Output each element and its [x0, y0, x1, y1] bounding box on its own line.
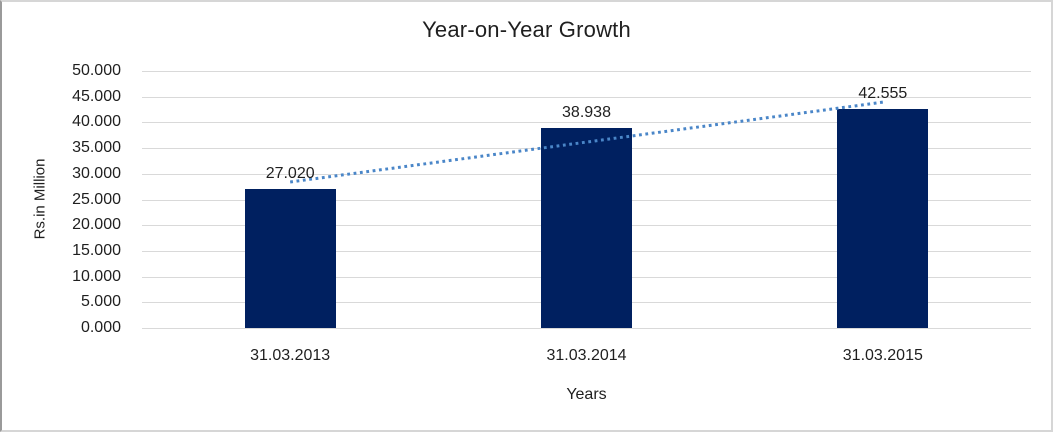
- y-tick-label: 40.000: [72, 113, 121, 131]
- x-tick-label: 31.03.2013: [250, 347, 331, 364]
- y-tick-label: 5.000: [80, 293, 121, 311]
- bar-value-label: 42.555: [858, 85, 908, 103]
- x-tick-label: 31.03.2014: [546, 347, 627, 364]
- y-tick-label: 25.000: [72, 190, 121, 208]
- y-tick-label: 20.000: [72, 216, 121, 234]
- y-tick-label: 50.000: [72, 62, 121, 79]
- chart-title: Year-on-Year Growth: [422, 17, 631, 42]
- gridline: [142, 96, 1031, 98]
- bar-31.03.2015: [837, 109, 929, 328]
- bar-value-label: 38.938: [562, 103, 611, 121]
- y-tick-label: 0.000: [80, 319, 121, 336]
- plot-area: [142, 71, 1031, 329]
- x-tick-label: 31.03.2015: [842, 347, 923, 364]
- y-tick-label: 35.000: [72, 139, 121, 157]
- y-tick-label: 30.000: [72, 164, 121, 182]
- bar-31.03.2013: [244, 189, 336, 328]
- gridline: [142, 71, 1031, 72]
- y-tick-label: 45.000: [72, 87, 121, 105]
- gridline: [142, 328, 1031, 329]
- y-tick-label: 10.000: [72, 267, 121, 285]
- bar-31.03.2014: [541, 127, 632, 328]
- y-tick-label: 15.000: [72, 241, 121, 259]
- bar-value-label: 27.020: [265, 165, 315, 183]
- x-axis-title: Years: [566, 386, 607, 403]
- gridline: [142, 122, 1031, 124]
